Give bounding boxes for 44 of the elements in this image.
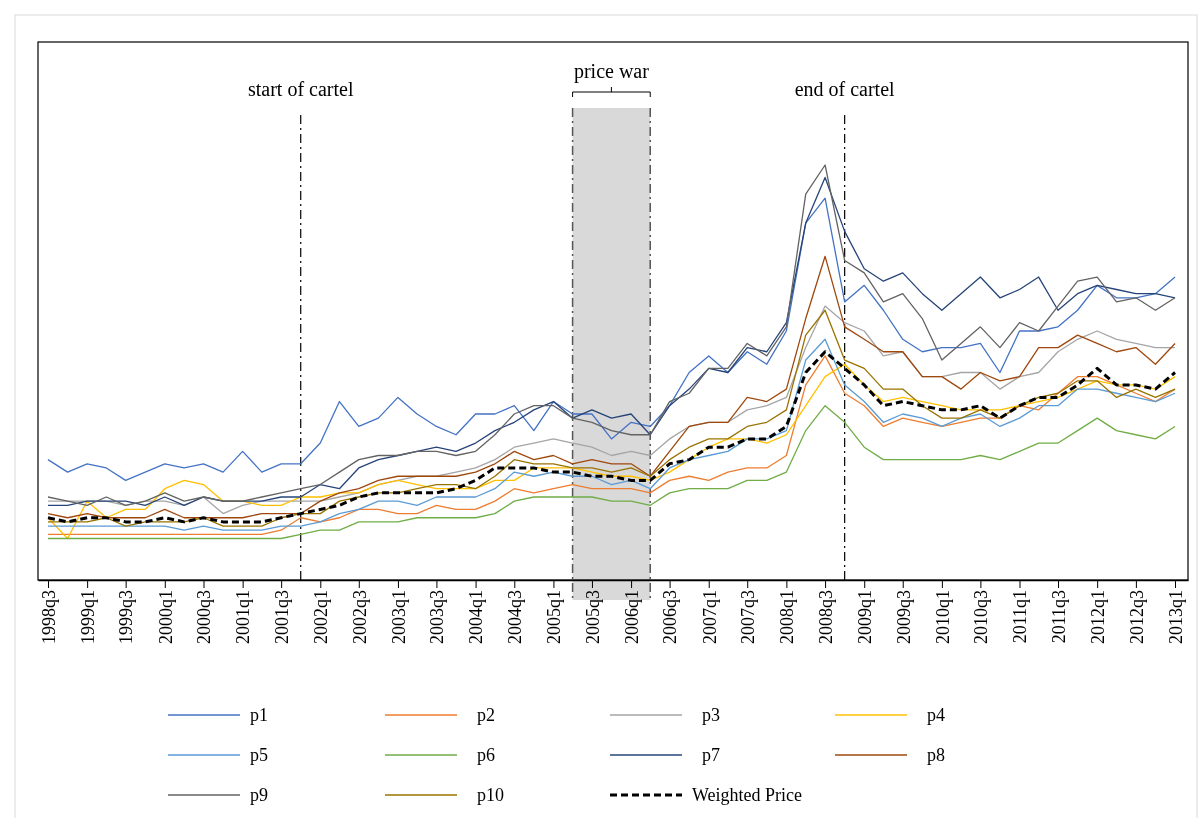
x-tick-label: 2011q1 xyxy=(1010,590,1031,644)
x-tick-label: 2012q1 xyxy=(1087,590,1108,644)
x-tick-label: 1998q3 xyxy=(38,590,59,644)
legend-label: p7 xyxy=(702,745,720,766)
x-tick-label: 2005q3 xyxy=(582,590,603,644)
legend-label: p9 xyxy=(250,785,268,806)
x-tick-label: 2007q3 xyxy=(738,590,759,644)
x-tick-label: 2000q1 xyxy=(155,590,176,644)
x-tick-label: 2008q3 xyxy=(815,590,836,644)
x-tick-label: 2002q1 xyxy=(311,590,332,644)
legend-label: p1 xyxy=(250,705,268,726)
band-label: price war xyxy=(573,60,650,83)
x-tick-label: 2001q3 xyxy=(271,590,292,644)
x-tick-label: 2013q1 xyxy=(1165,590,1186,644)
legend-label: p3 xyxy=(702,705,720,726)
legend-label: p10 xyxy=(477,785,504,806)
x-tick-label: 2010q3 xyxy=(971,590,992,644)
legend-label: p6 xyxy=(477,745,495,766)
x-tick-label: 2001q1 xyxy=(233,590,254,644)
ref-line-label: end of cartel xyxy=(794,78,896,100)
x-tick-label: 2008q1 xyxy=(777,590,798,644)
legend-label: p2 xyxy=(477,705,495,726)
x-tick-label: 2004q1 xyxy=(466,590,487,644)
x-tick-label: 1999q1 xyxy=(77,590,98,644)
x-tick-label: 1999q3 xyxy=(116,590,137,644)
x-tick-label: 2000q3 xyxy=(194,590,215,644)
legend-label: Weighted Price xyxy=(692,785,803,806)
x-tick-label: 2011q3 xyxy=(1048,590,1069,644)
x-tick-label: 2006q3 xyxy=(660,590,681,644)
x-tick-label: 2009q1 xyxy=(855,590,876,644)
ref-line-label: start of cartel xyxy=(247,78,354,100)
x-tick-label: 2003q3 xyxy=(427,590,448,644)
x-tick-label: 2009q3 xyxy=(893,590,914,644)
legend-label: p8 xyxy=(927,745,945,766)
legend-label: p4 xyxy=(927,705,945,726)
x-tick-label: 2007q1 xyxy=(699,590,720,644)
x-tick-label: 2003q1 xyxy=(388,590,409,644)
x-tick-label: 2004q3 xyxy=(505,590,526,644)
x-tick-label: 2010q1 xyxy=(932,590,953,644)
legend-label: p5 xyxy=(250,745,268,766)
x-tick-label: 2002q3 xyxy=(349,590,370,644)
x-tick-label: 2012q3 xyxy=(1126,590,1147,644)
x-tick-label: 2005q1 xyxy=(544,590,565,644)
x-tick-label: 2006q1 xyxy=(621,590,642,644)
